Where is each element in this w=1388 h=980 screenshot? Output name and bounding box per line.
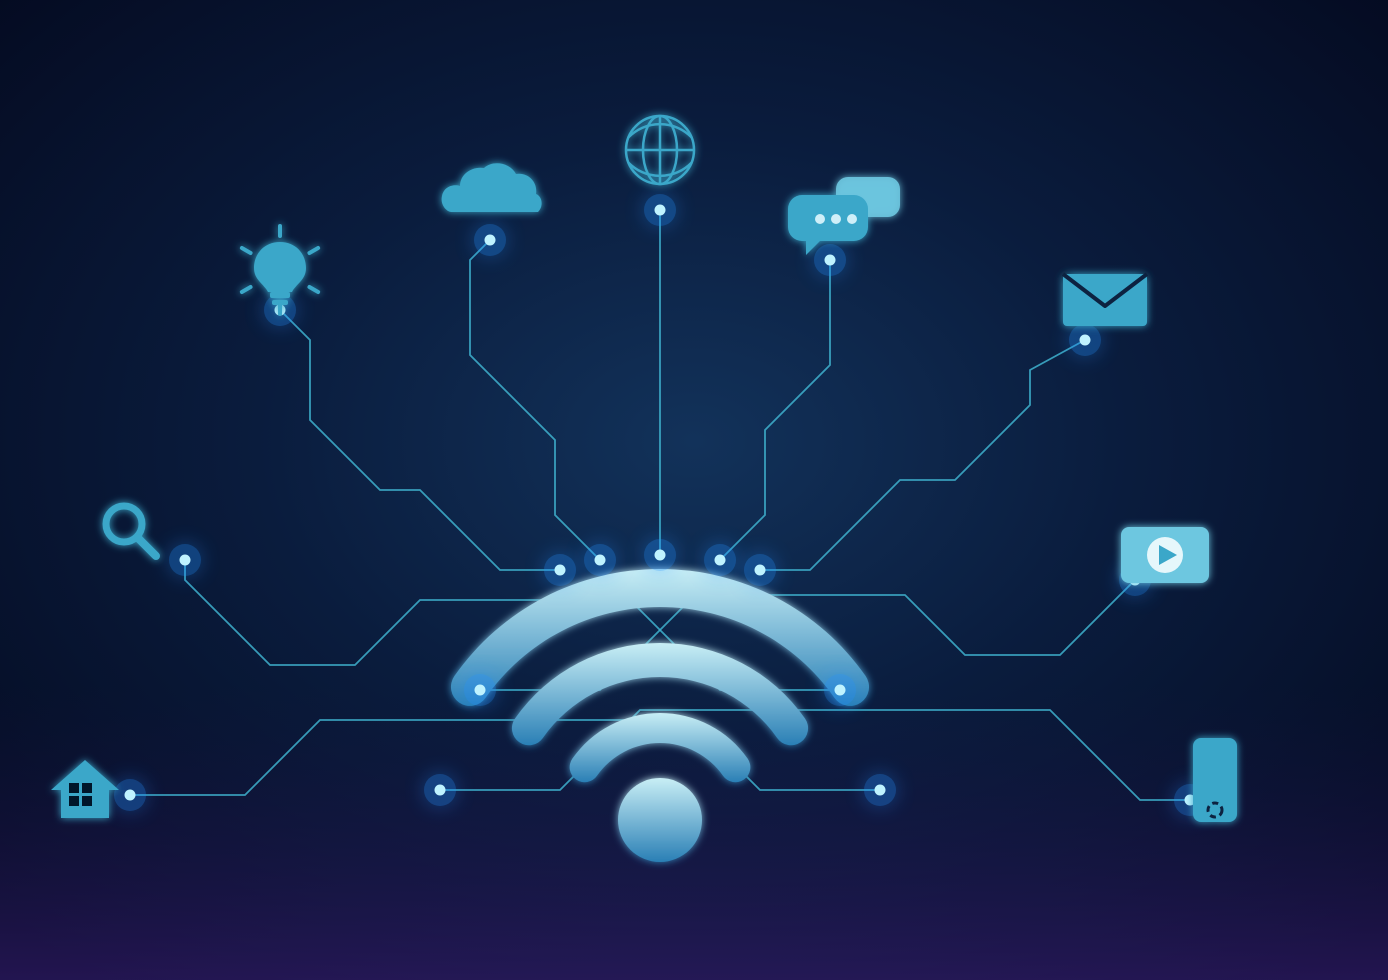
phone-icon [1193, 738, 1237, 822]
node-dot [655, 205, 666, 216]
node-dot [180, 555, 191, 566]
node-dot [715, 555, 726, 566]
wifi-dot [618, 778, 702, 862]
video-icon [1121, 527, 1209, 583]
network-diagram [0, 0, 1388, 980]
node-dot [875, 785, 886, 796]
node-dot [125, 790, 136, 801]
diagram-stage [0, 0, 1388, 980]
node-dot [1080, 335, 1091, 346]
node-dot [755, 565, 766, 576]
node-dot [655, 550, 666, 561]
node-dot [435, 785, 446, 796]
node-dot [555, 565, 566, 576]
node-dot [835, 685, 846, 696]
node-dot [475, 685, 486, 696]
globe-icon [626, 116, 694, 184]
node-dot [825, 255, 836, 266]
mail-icon [1063, 274, 1147, 326]
node-dot [485, 235, 496, 246]
node-dot [595, 555, 606, 566]
